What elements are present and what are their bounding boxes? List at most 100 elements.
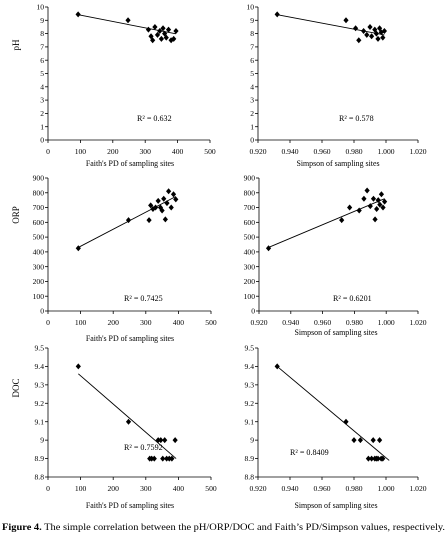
- data-point: [353, 25, 359, 32]
- data-point: [370, 195, 377, 202]
- y-tick-label: 4: [40, 82, 44, 91]
- x-tick-label: 500: [205, 484, 217, 493]
- data-point: [155, 197, 161, 204]
- x-tick-label: 0: [46, 484, 50, 493]
- r-squared-label: R² = 0.6201: [333, 294, 372, 303]
- data-point: [265, 245, 272, 252]
- data-point: [274, 363, 280, 370]
- y-tick-label: 1: [250, 122, 254, 131]
- data-point: [361, 27, 367, 34]
- data-point: [125, 17, 131, 24]
- y-tick-label: 8.8: [245, 473, 255, 482]
- x-tick-label: 1.020: [409, 147, 426, 156]
- y-tick-label: 10: [246, 3, 254, 12]
- x-tick-label: 0.940: [281, 484, 298, 493]
- y-tick-label: 5: [250, 69, 254, 78]
- data-point: [146, 217, 152, 224]
- data-point: [339, 217, 345, 224]
- y-tick-label: 100: [244, 292, 256, 301]
- x-axis-title: Simpson of sampling sites: [294, 501, 377, 510]
- x-tick-label: 0.940: [281, 147, 298, 156]
- data-point: [172, 437, 178, 444]
- data-point: [159, 207, 165, 214]
- data-point: [375, 35, 381, 42]
- y-tick-label: 600: [244, 218, 256, 227]
- x-tick-label: 1.020: [409, 318, 426, 327]
- y-tick-label: 5: [40, 69, 44, 78]
- data-point: [364, 187, 370, 194]
- x-tick-label: 0.980: [345, 484, 362, 493]
- x-tick-label: 400: [172, 147, 184, 156]
- data-point: [343, 17, 349, 24]
- x-tick-label: 500: [204, 147, 216, 156]
- y-tick-label: 9.2: [245, 399, 255, 408]
- data-point: [162, 216, 168, 223]
- x-tick-label: 0.940: [282, 318, 299, 327]
- y-tick-label: 600: [33, 218, 45, 227]
- data-point: [378, 191, 385, 198]
- y-tick-label: 200: [244, 277, 256, 286]
- data-point: [357, 437, 363, 444]
- y-tick-label: 900: [33, 174, 45, 183]
- y-tick-label: 400: [244, 247, 256, 256]
- data-point: [164, 455, 170, 462]
- y-tick-label: 700: [33, 203, 45, 212]
- data-point: [364, 31, 370, 38]
- y-tick-label: 9.3: [245, 380, 255, 389]
- data-point: [158, 437, 164, 444]
- y-tick-label: 9.5: [35, 344, 45, 353]
- data-point: [152, 204, 159, 211]
- trendline: [268, 198, 385, 248]
- y-tick-label: 3: [40, 96, 44, 105]
- r-squared-label: R² = 0.7592: [124, 443, 163, 452]
- caption-text: The simple correlation between the pH/OR…: [44, 522, 445, 533]
- x-tick-label: 1.000: [377, 147, 394, 156]
- panel-doc-vs-faiths-pd: DOC Faith's PD of sampling sites R² = 0.…: [11, 344, 217, 510]
- data-point: [149, 455, 155, 462]
- data-point: [343, 418, 349, 425]
- y-tick-label: 9.1: [35, 417, 45, 426]
- y-tick-label: 9.5: [245, 344, 255, 353]
- y-tick-label: 9.3: [35, 380, 45, 389]
- data-point: [170, 191, 177, 198]
- y-tick-label: 9.4: [35, 362, 45, 371]
- x-tick-label: 200: [107, 147, 119, 156]
- data-point: [370, 437, 376, 444]
- data-point: [351, 437, 357, 444]
- x-axis-title: Faith's PD of sampling sites: [86, 501, 174, 510]
- data-point: [168, 204, 174, 211]
- panel-ph-vs-faiths-pd: pH Faith's PD of sampling sites R² = 0.6…: [11, 3, 216, 168]
- y-tick-label: 9.2: [35, 399, 45, 408]
- x-tick-label: 0.960: [314, 318, 331, 327]
- y-tick-label: 3: [250, 96, 254, 105]
- data-point: [154, 31, 161, 38]
- y-tick-label: 9: [40, 436, 44, 445]
- x-tick-label: 100: [75, 484, 87, 493]
- x-tick-label: 0.920: [249, 484, 266, 493]
- data-point: [173, 27, 179, 34]
- data-point: [347, 204, 353, 211]
- x-tick-label: 300: [140, 318, 152, 327]
- y-tick-label: 300: [244, 262, 256, 271]
- data-point: [274, 11, 280, 18]
- data-point: [151, 455, 157, 462]
- y-tick-label: 6: [40, 56, 44, 65]
- x-tick-label: 0.980: [345, 147, 362, 156]
- y-axis-title: ORP: [11, 206, 21, 224]
- data-point: [377, 437, 383, 444]
- x-tick-label: 100: [75, 318, 87, 327]
- data-point: [125, 418, 132, 425]
- data-point: [163, 34, 169, 41]
- y-tick-label: 9: [40, 16, 44, 25]
- y-tick-label: 800: [33, 188, 45, 197]
- x-axis-title: Faith's PD of sampling sites: [86, 334, 174, 343]
- panel-doc-vs-simpson: Simpson of sampling sites R² = 0.8409 8.…: [245, 344, 427, 510]
- y-tick-label: 9: [250, 16, 254, 25]
- data-point: [148, 202, 154, 209]
- data-point: [166, 188, 172, 195]
- data-point: [125, 217, 132, 224]
- x-tick-label: 300: [140, 484, 152, 493]
- x-tick-label: 200: [108, 484, 120, 493]
- y-tick-label: 800: [244, 188, 256, 197]
